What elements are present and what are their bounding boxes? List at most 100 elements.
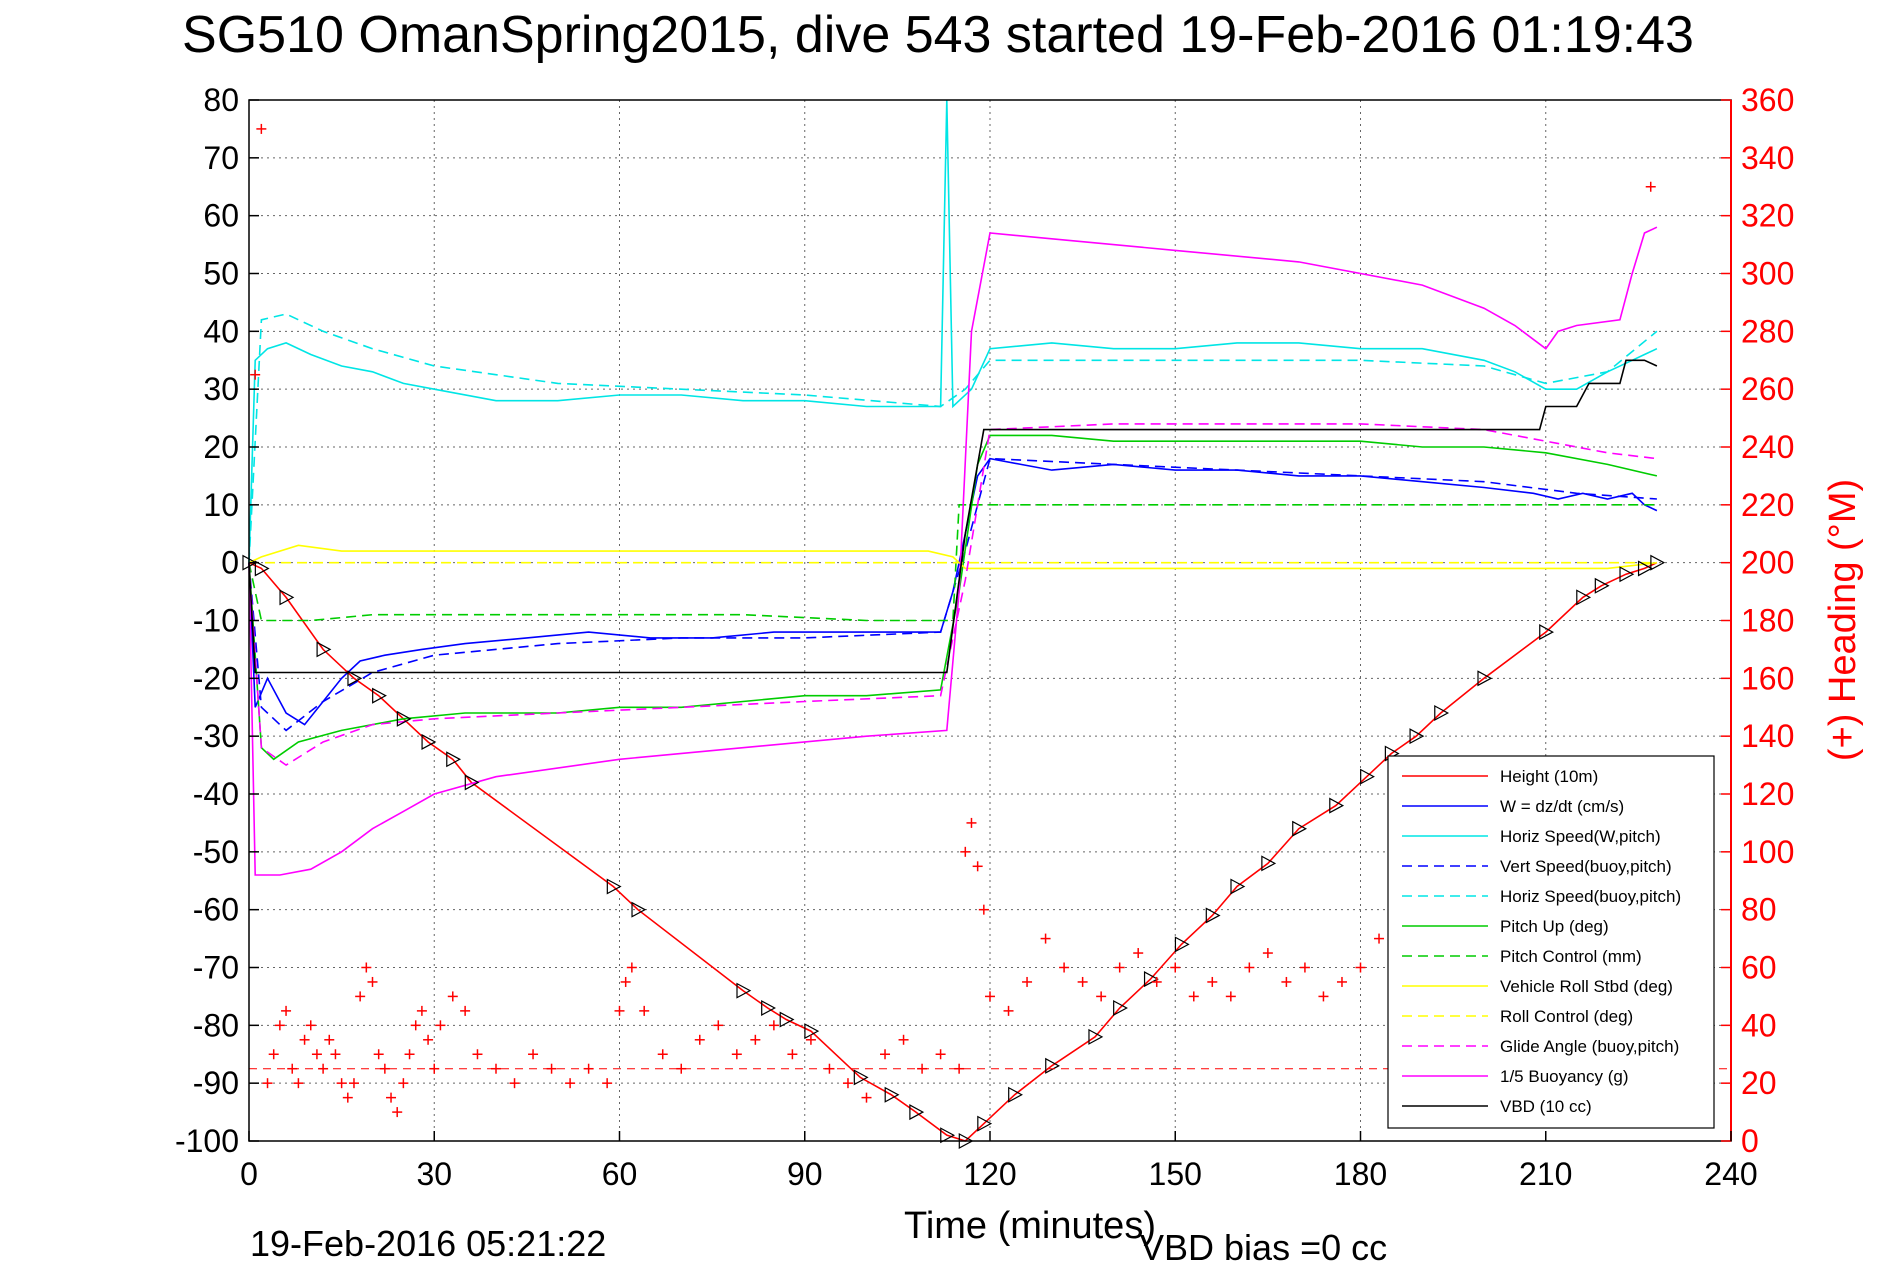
heading-point [1059, 962, 1070, 973]
left-tick-label: -10 [193, 603, 239, 639]
heading-point [861, 1092, 872, 1103]
heading-point [256, 123, 267, 134]
heading-point [694, 1034, 705, 1045]
heading-point [768, 1020, 779, 1031]
left-tick-label: 20 [203, 429, 239, 465]
heading-point [392, 1107, 403, 1118]
legend-label: Horiz Speed(W,pitch) [1500, 827, 1661, 846]
heading-point [299, 1034, 310, 1045]
heading-point [460, 1005, 471, 1016]
heading-point [342, 1092, 353, 1103]
heading-point [367, 976, 378, 987]
x-tick-label: 30 [416, 1156, 452, 1192]
height-marker [909, 1104, 925, 1121]
height-marker [1650, 554, 1666, 571]
height-marker [606, 878, 622, 895]
heading-point [966, 817, 977, 828]
heading-point [423, 1034, 434, 1045]
heading-point [1170, 962, 1181, 973]
left-tick-label: 0 [221, 545, 239, 581]
x-tick-label: 240 [1704, 1156, 1757, 1192]
heading-point [787, 1049, 798, 1060]
legend-label: Vert Speed(buoy,pitch) [1500, 857, 1672, 876]
height-marker [1261, 855, 1277, 872]
heading-point [1336, 976, 1347, 987]
heading-point [1355, 962, 1366, 973]
height-marker [1230, 878, 1246, 895]
heading-point [1133, 948, 1144, 959]
right-tick-label: 60 [1741, 950, 1777, 986]
heading-point [1645, 181, 1656, 192]
height-marker [1539, 624, 1555, 641]
heading-point [410, 1020, 421, 1031]
height-marker [761, 999, 776, 1016]
left-tick-label: -100 [175, 1123, 239, 1159]
heading-point [330, 1049, 341, 1060]
right-tick-label: 340 [1741, 140, 1794, 176]
heading-point [1244, 962, 1255, 973]
right-tick-label: 40 [1741, 1007, 1777, 1043]
heading-point [1281, 976, 1292, 987]
height-marker [631, 901, 647, 918]
x-axis: 0 30 60 90 120 150 180 210 240 [240, 1131, 1758, 1192]
x-tick-label: 150 [1149, 1156, 1202, 1192]
series-line-10 [248, 226, 1658, 876]
right-tick-label: 80 [1741, 892, 1777, 928]
plot-series [242, 99, 1666, 1150]
left-tick-label: -30 [193, 718, 239, 754]
heading-point [324, 1034, 335, 1045]
series-line-4 [248, 313, 1658, 563]
heading-point [1262, 948, 1273, 959]
heading-point [274, 1020, 285, 1031]
height-marker [1008, 1086, 1023, 1103]
right-tick-label: 140 [1741, 718, 1794, 754]
left-tick-label: -50 [193, 834, 239, 870]
heading-point [528, 1049, 539, 1060]
x-tick-label: 90 [787, 1156, 823, 1192]
left-tick-label: 40 [203, 313, 239, 349]
legend-box [1387, 755, 1715, 1129]
heading-point [404, 1049, 415, 1060]
heading-point [268, 1049, 279, 1060]
right-y-axis-label: (+) Heading (°M) [1822, 479, 1864, 761]
right-tick-label: 360 [1741, 82, 1794, 118]
heading-point [509, 1078, 520, 1089]
x-tick-label: 210 [1519, 1156, 1572, 1192]
series-line-11 [248, 359, 1658, 674]
left-tick-label: 10 [203, 487, 239, 523]
height-marker [372, 687, 387, 704]
x-tick-label: 120 [963, 1156, 1016, 1192]
heading-point [620, 976, 631, 987]
heading-point [293, 1078, 304, 1089]
legend-label: W = dz/dt (cm/s) [1500, 797, 1624, 816]
footer-timestamp: 19-Feb-2016 05:21:22 [250, 1223, 606, 1262]
heading-point [398, 1078, 409, 1089]
x-tick-label: 60 [602, 1156, 638, 1192]
right-tick-label: 220 [1741, 487, 1794, 523]
heading-point [435, 1020, 446, 1031]
heading-point [657, 1049, 668, 1060]
right-tick-label: 300 [1741, 256, 1794, 292]
footer-vbd-bias: VBD bias =0 cc [1140, 1227, 1387, 1262]
heading-point [262, 1078, 273, 1089]
heading-point [935, 1049, 946, 1060]
height-marker [853, 1069, 869, 1086]
series-line-2 [248, 99, 1658, 563]
series-line-6 [248, 503, 1657, 622]
height-marker [1409, 728, 1425, 745]
height-marker [1045, 1057, 1061, 1074]
heading-point [281, 1005, 292, 1016]
heading-point [1299, 962, 1310, 973]
left-tick-label: 30 [203, 371, 239, 407]
height-marker [1174, 936, 1190, 953]
height-marker [316, 641, 332, 658]
right-y-axis: 0 20 40 60 80 100 120 140 160 180 200 220 240 260 280 3… [1721, 82, 1794, 1159]
heading-point [1040, 933, 1051, 944]
legend-label: Roll Control (deg) [1500, 1007, 1633, 1026]
heading-point [750, 1034, 761, 1045]
legend-label: VBD (10 cc) [1500, 1097, 1592, 1116]
height-marker [1576, 589, 1592, 606]
height-marker [779, 1011, 795, 1028]
heading-point [880, 1049, 891, 1060]
